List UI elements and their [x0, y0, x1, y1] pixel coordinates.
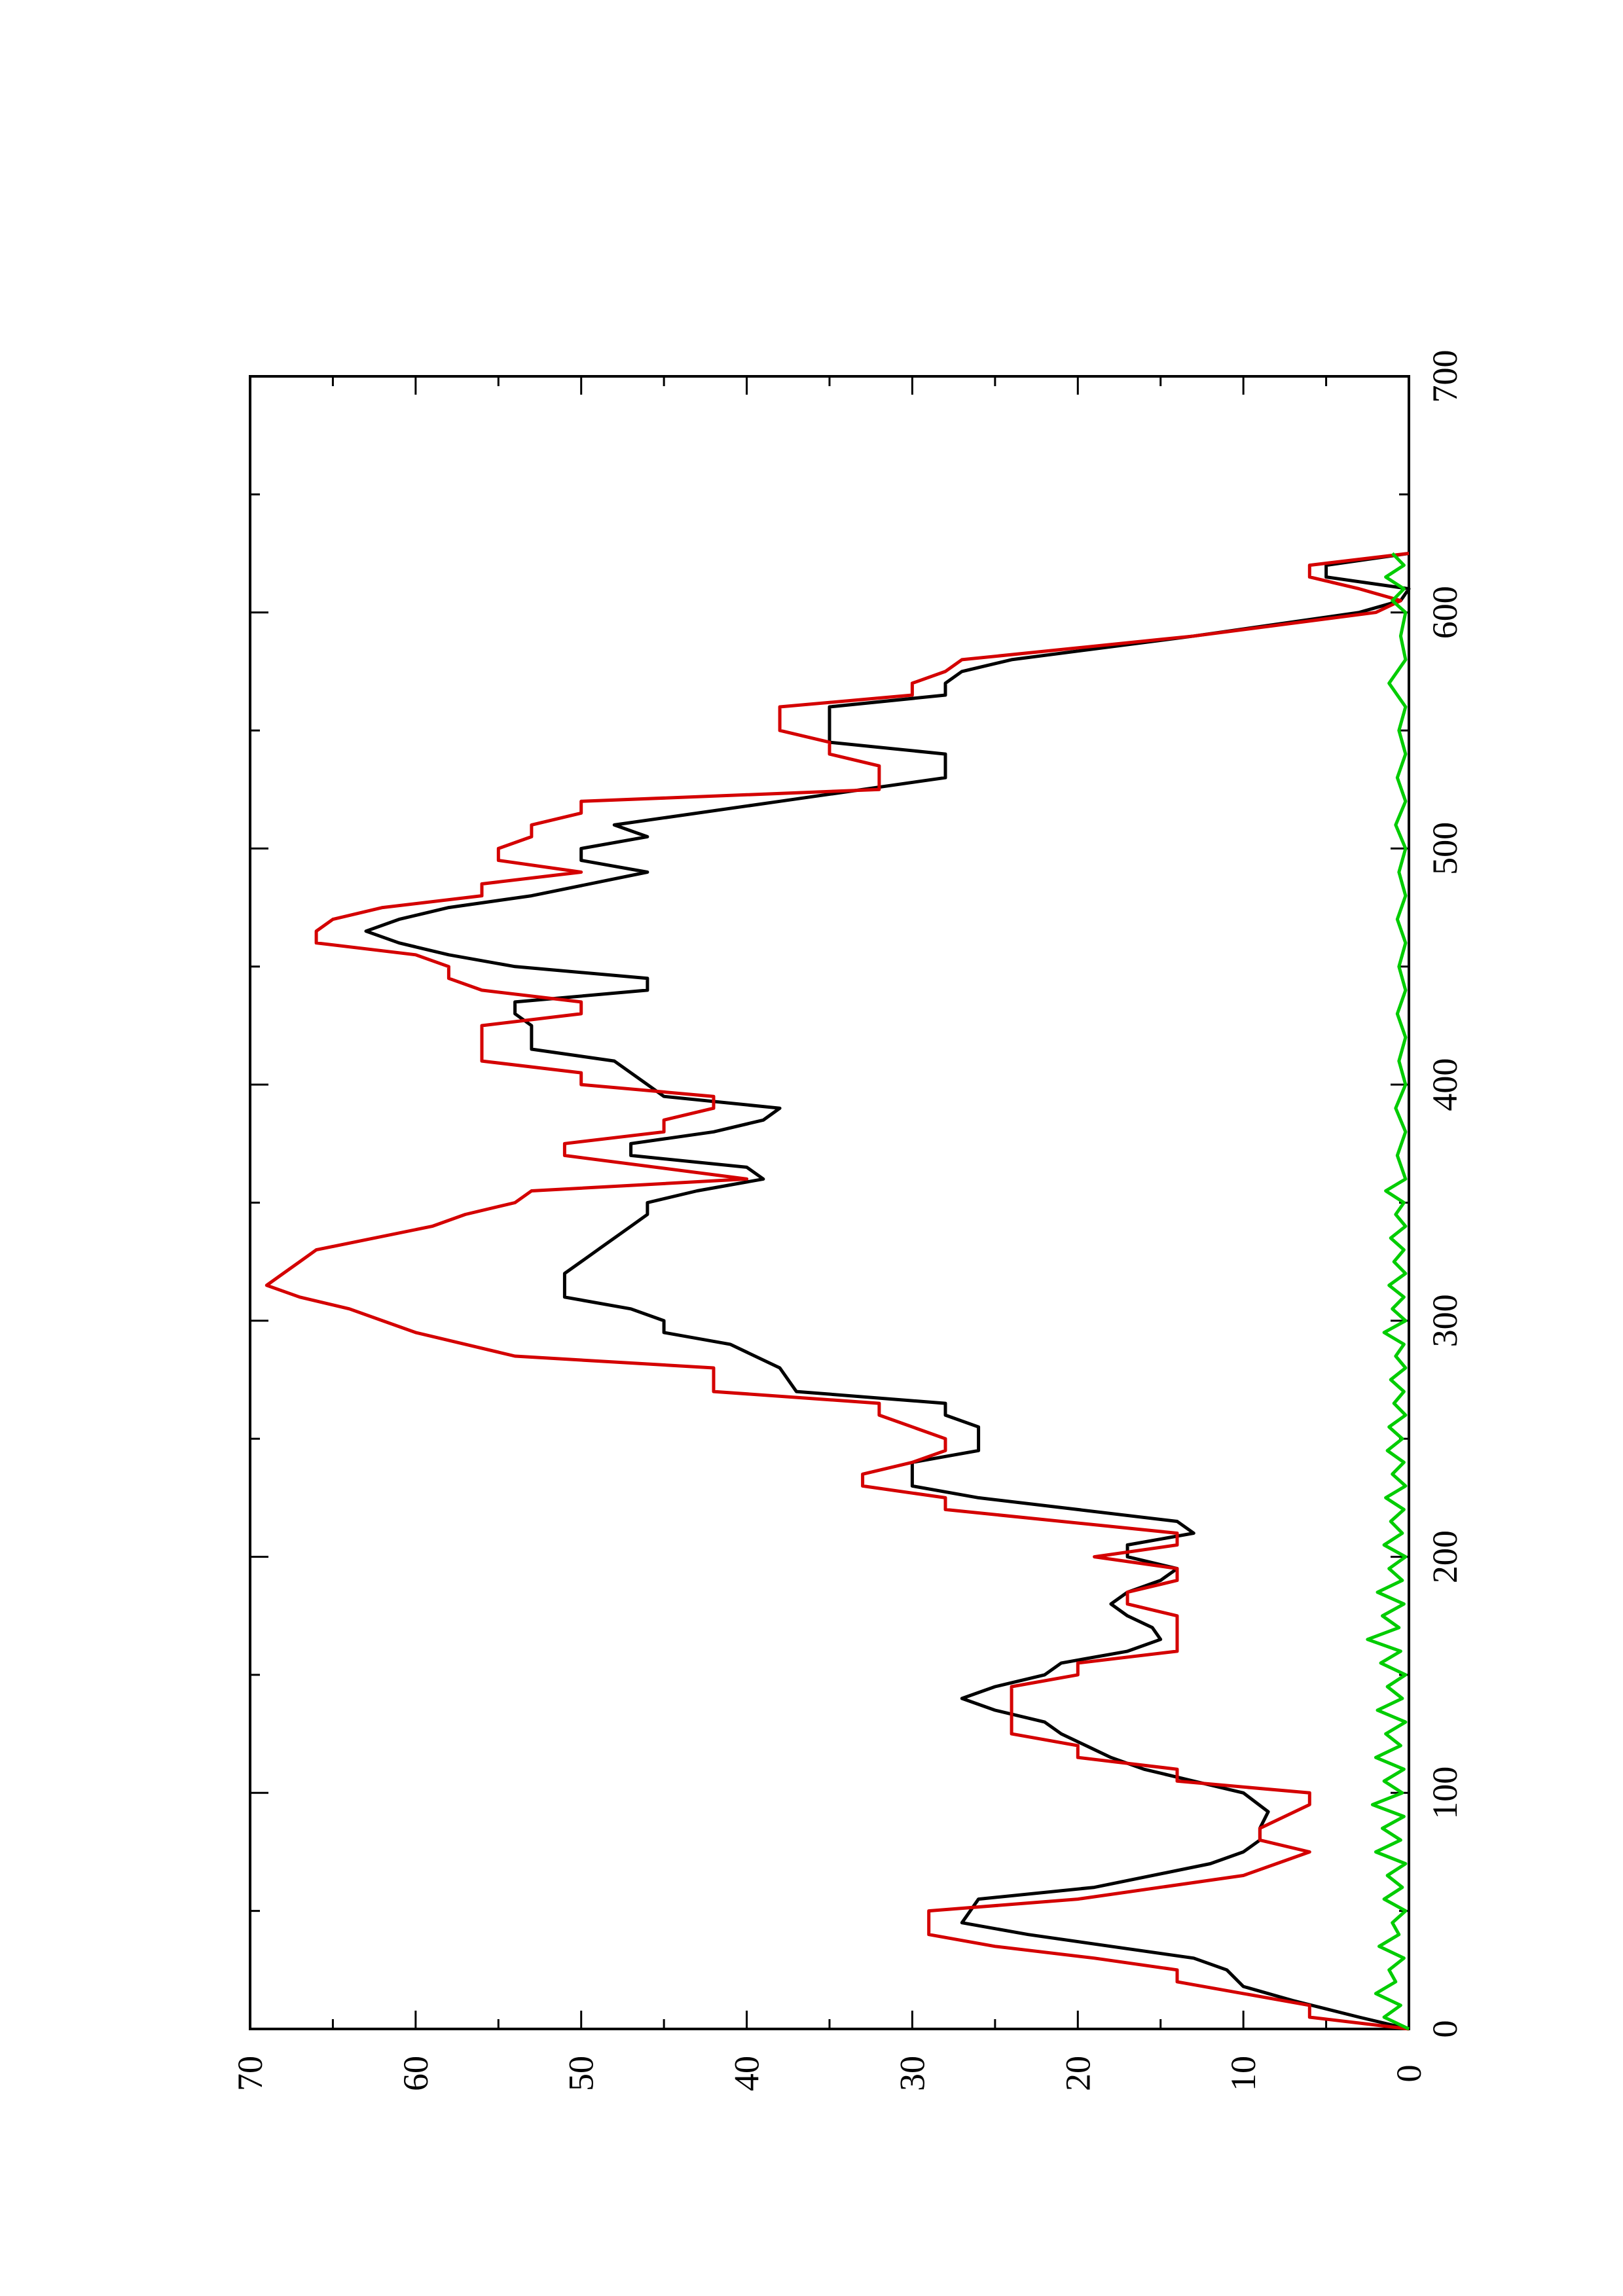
- y-tick-label: 40: [727, 2056, 767, 2091]
- x-tick-label: 700: [1425, 350, 1465, 403]
- x-tick-label: 400: [1425, 1058, 1465, 1111]
- y-tick-label: 10: [1224, 2056, 1263, 2091]
- y-axis-tick-labels: 0 10 20 30 40 50 60 70: [230, 2056, 1429, 2091]
- x-tick-label: 600: [1425, 586, 1465, 639]
- y-tick-label: 30: [892, 2056, 932, 2091]
- axis-ticks: [249, 375, 1410, 2030]
- x-tick-label: 100: [1425, 1767, 1465, 1820]
- y-tick-label: 0: [1389, 2065, 1429, 2083]
- y-tick-label: 20: [1058, 2056, 1097, 2091]
- x-tick-label: 300: [1425, 1294, 1465, 1347]
- y-tick-label: 60: [396, 2056, 435, 2091]
- series-line-2: [264, 552, 1410, 2031]
- x-tick-label: 500: [1425, 822, 1465, 875]
- y-tick-label: 50: [562, 2056, 601, 2091]
- x-tick-label: 0: [1425, 2020, 1465, 2038]
- x-axis-tick-labels: 0 100 200 300 400 500 600 700: [1425, 350, 1465, 2038]
- chart-series: [264, 552, 1411, 2031]
- x-tick-label: 200: [1425, 1530, 1465, 1583]
- plot-frame: [249, 375, 1410, 2030]
- series-line-1: [364, 552, 1411, 2031]
- series-line-3: [1366, 552, 1410, 2031]
- y-tick-label: 70: [230, 2056, 270, 2091]
